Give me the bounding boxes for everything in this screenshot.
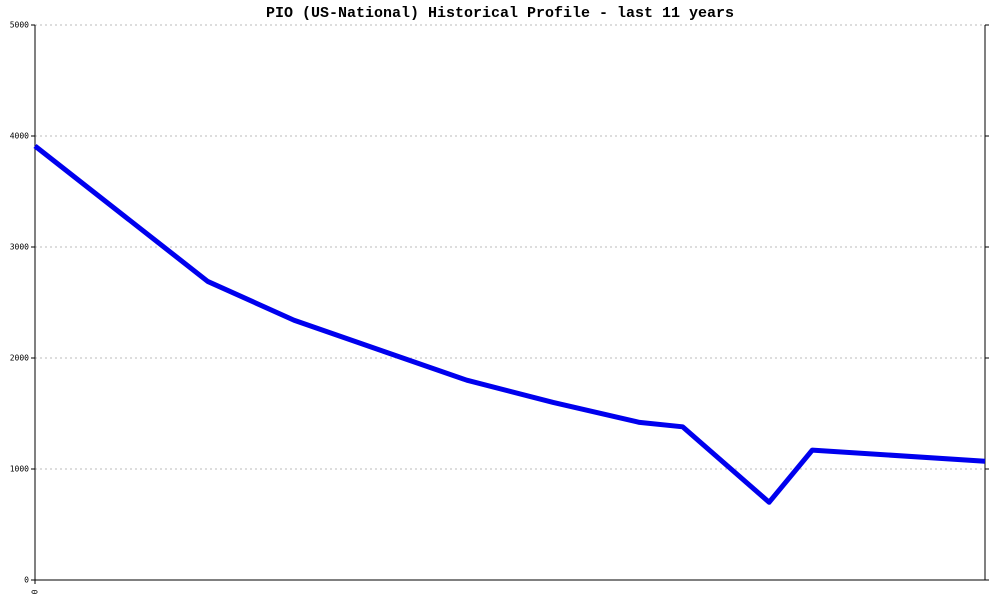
chart-title: PIO (US-National) Historical Profile - l… [266,5,734,22]
y-tick-label: 3000 [10,243,29,252]
y-tick-label: 0 [24,576,29,585]
x-tick-label: 0 [31,589,40,594]
y-tick-label: 4000 [10,132,29,141]
y-tick-label: 1000 [10,465,29,474]
y-tick-label: 2000 [10,354,29,363]
y-tick-label: 5000 [10,21,29,30]
line-series [33,144,986,505]
